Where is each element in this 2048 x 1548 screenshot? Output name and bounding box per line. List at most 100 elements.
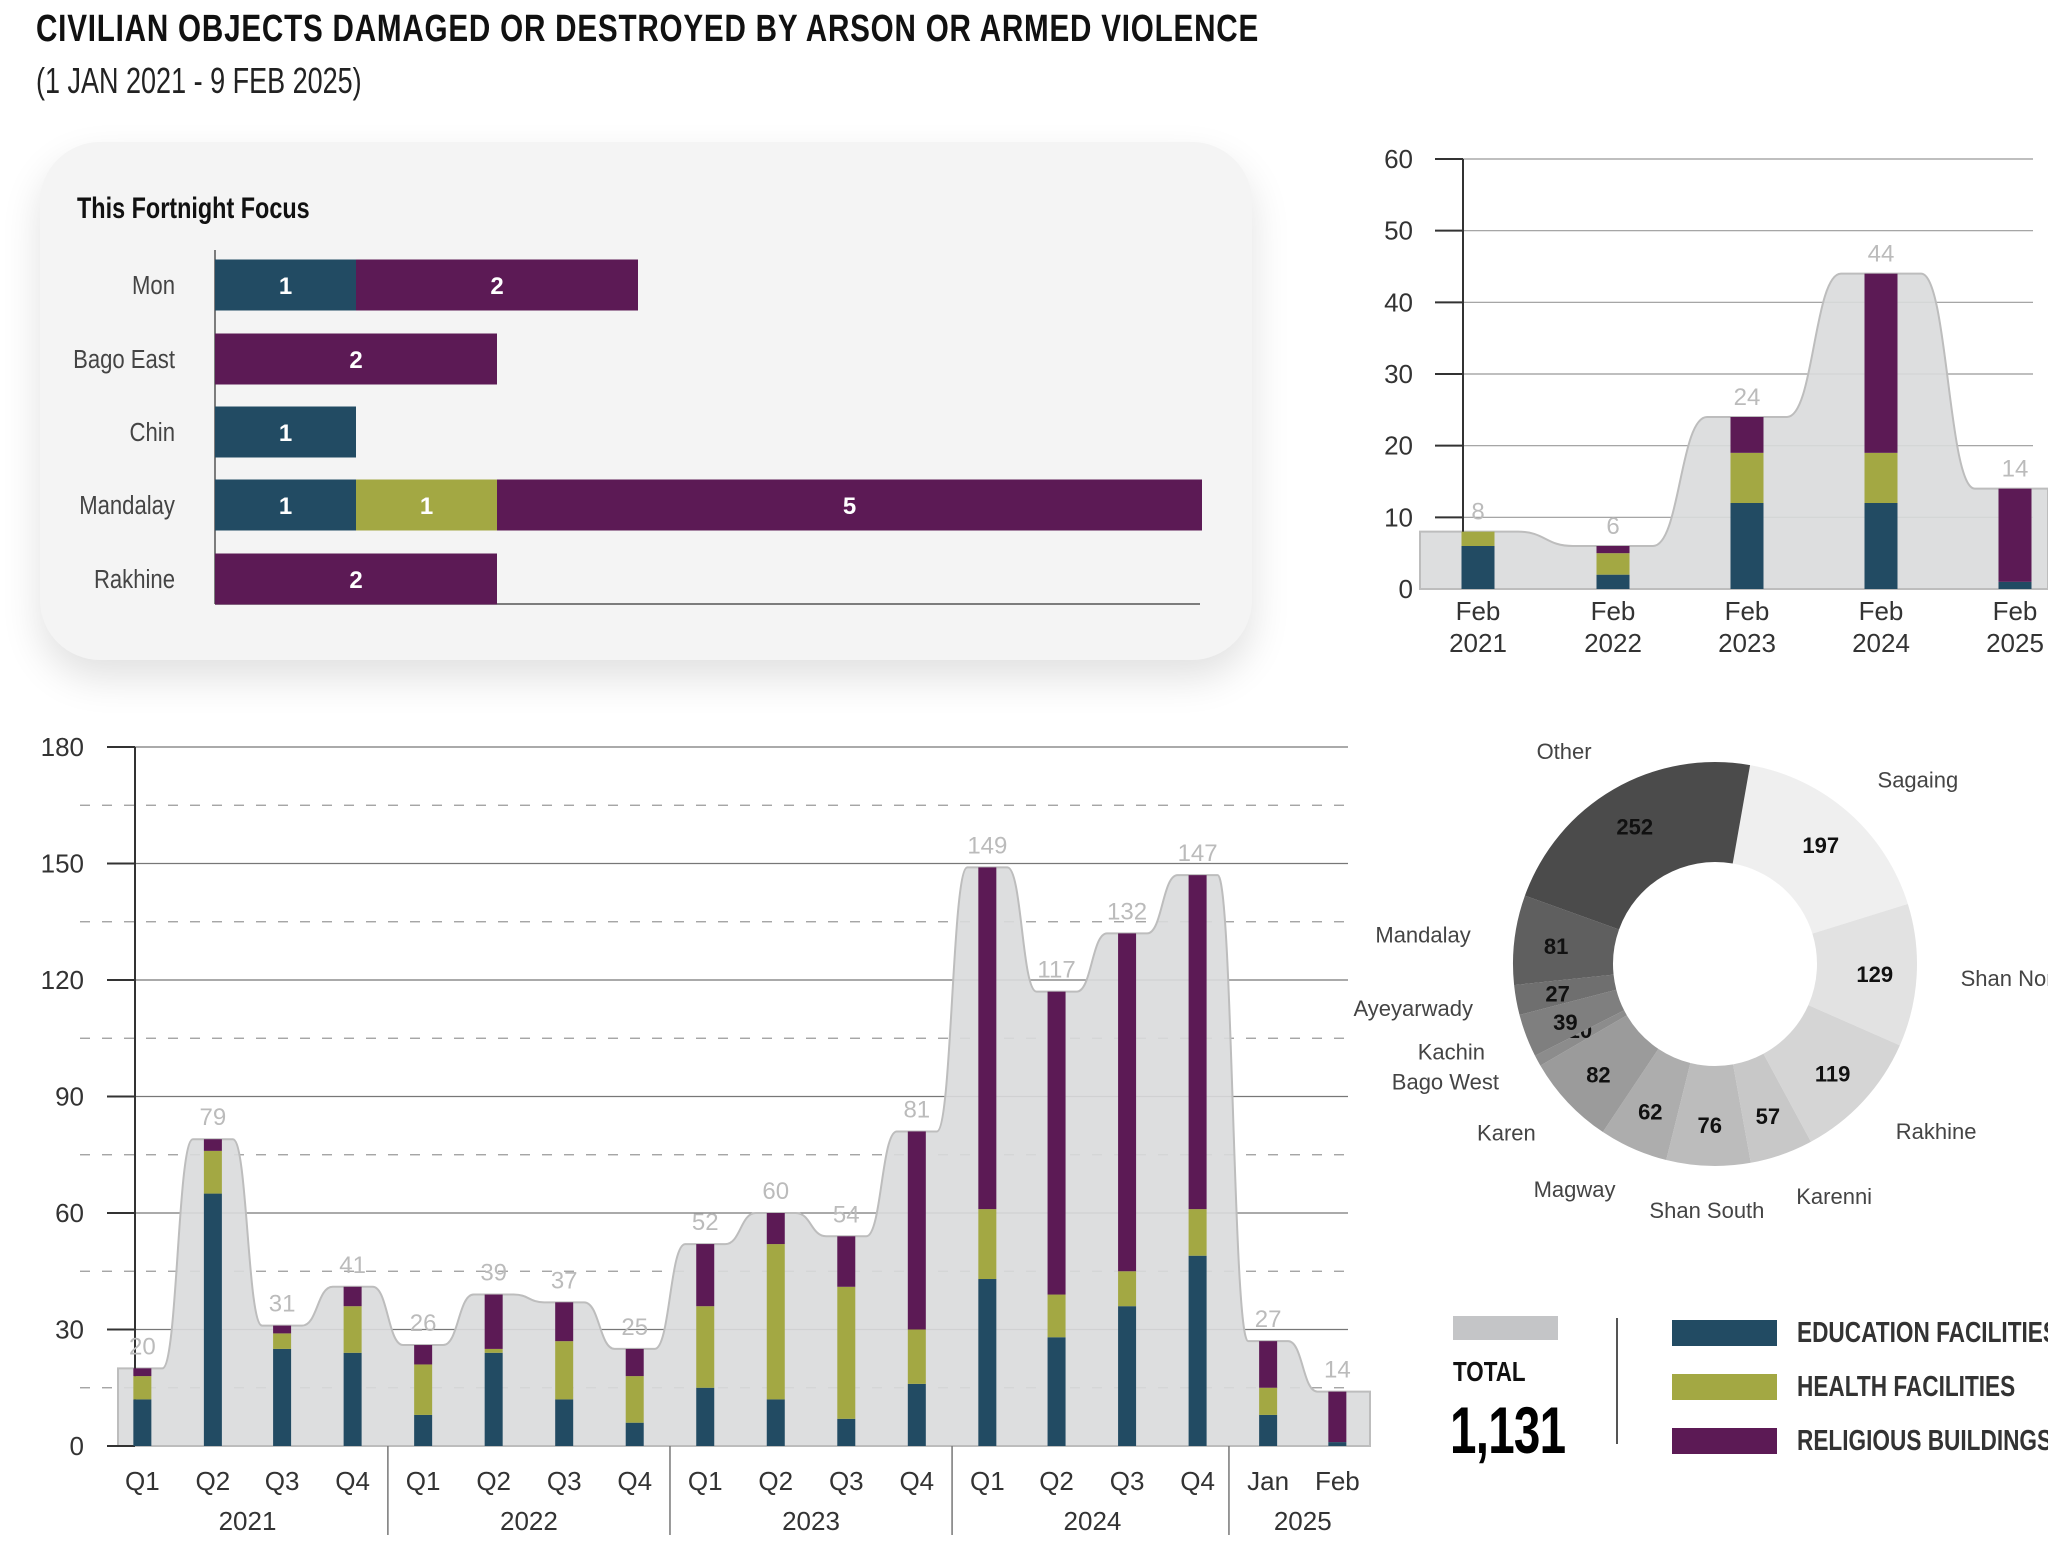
y-tick-label: 50 xyxy=(1384,216,1413,246)
donut-slice xyxy=(1513,895,1620,986)
x-tick-label: Q2 xyxy=(196,1466,231,1496)
bar-segment-health xyxy=(414,1364,433,1415)
focus-bar-religious xyxy=(497,479,1202,531)
total-label: 24 xyxy=(1734,384,1761,411)
bar-segment-education xyxy=(1118,1306,1137,1446)
x-tick-label: Q3 xyxy=(547,1466,582,1496)
bar-segment-religious xyxy=(1596,546,1630,554)
bar-segment-health xyxy=(1118,1271,1137,1307)
bar-segment-health xyxy=(625,1376,644,1423)
total-area xyxy=(117,866,1371,1447)
bar-segment-religious xyxy=(1118,933,1137,1272)
bar-segment-religious xyxy=(1730,417,1764,453)
bar-segment-education xyxy=(343,1352,362,1446)
total-label: 41 xyxy=(339,1252,366,1279)
donut-slice xyxy=(1540,1015,1659,1133)
x-tick-label: Q3 xyxy=(1110,1466,1145,1496)
focus-bar-label-religious: 5 xyxy=(843,493,856,520)
bar-segment-health xyxy=(273,1333,292,1349)
total-label: 39 xyxy=(480,1260,507,1287)
bar-segment-education xyxy=(1461,546,1495,589)
focus-bar-label-religious: 2 xyxy=(490,273,503,300)
y-tick-label: 30 xyxy=(55,1315,84,1345)
bar-segment-religious xyxy=(1259,1341,1278,1388)
bar-segment-education xyxy=(1047,1337,1066,1446)
total-label: 54 xyxy=(833,1201,860,1228)
bar-segment-education xyxy=(766,1399,785,1446)
focus-bar-education xyxy=(215,406,356,458)
bar-segment-health xyxy=(766,1244,785,1400)
bar-segment-health xyxy=(1864,452,1898,503)
donut-category-label: Shan North xyxy=(1961,966,2048,991)
x-tick-label: Q2 xyxy=(476,1466,511,1496)
bar-segment-education xyxy=(555,1399,574,1446)
y-tick-label: 120 xyxy=(41,965,84,995)
total-label: 14 xyxy=(2002,456,2029,483)
focus-category-label: Mon xyxy=(132,271,175,300)
bar-segment-religious xyxy=(1864,273,1898,453)
total-label: 26 xyxy=(410,1310,437,1337)
total-value: 1,131 xyxy=(1450,1393,1566,1467)
bar-segment-religious xyxy=(343,1286,362,1307)
bar-segment-education xyxy=(837,1418,856,1446)
donut-slice xyxy=(1763,1005,1900,1142)
bar-segment-health xyxy=(1596,553,1630,575)
y-tick-label: 0 xyxy=(70,1431,84,1461)
bar-segment-education xyxy=(484,1352,503,1446)
total-label: 79 xyxy=(200,1104,227,1131)
fortnight-focus-title: This Fortnight Focus xyxy=(77,192,310,225)
y-tick-label: 90 xyxy=(55,1082,84,1112)
donut-slice xyxy=(1514,974,1617,1015)
legend-item-health: HEALTH FACILITIES xyxy=(1672,1371,2048,1403)
donut-category-label: Mandalay xyxy=(1375,922,1470,947)
donut-value-label: 27 xyxy=(1545,982,1569,1007)
x-tick-label: 2021 xyxy=(1449,628,1507,658)
focus-category-label: Rakhine xyxy=(94,565,175,594)
bar-segment-health xyxy=(696,1306,715,1388)
y-tick-label: 180 xyxy=(41,732,84,762)
donut-value-label: 76 xyxy=(1697,1113,1721,1138)
bar-segment-religious xyxy=(696,1244,715,1307)
total-label: 14 xyxy=(1324,1357,1351,1384)
donut-value-label: 39 xyxy=(1553,1010,1577,1035)
total-label: 132 xyxy=(1107,898,1147,925)
focus-category-label: Mandalay xyxy=(79,491,175,520)
x-tick-label: 2022 xyxy=(1584,628,1642,658)
bar-segment-health xyxy=(343,1306,362,1353)
bar-segment-education xyxy=(1596,574,1630,589)
x-tick-label: Feb xyxy=(1725,596,1770,626)
total-label: 37 xyxy=(551,1267,578,1294)
x-tick-label: Q4 xyxy=(899,1466,934,1496)
donut-slice xyxy=(1666,1062,1751,1167)
bar-segment-education xyxy=(1328,1442,1347,1446)
focus-bar-education xyxy=(215,479,356,531)
x-tick-label: Feb xyxy=(1859,596,1904,626)
total-label: 60 xyxy=(762,1178,789,1205)
total-label: 149 xyxy=(967,832,1007,859)
bar-segment-education xyxy=(1864,503,1898,589)
donut-category-label: Magway xyxy=(1534,1177,1616,1202)
legend-item-religious: RELIGIOUS BUILDINGS xyxy=(1672,1424,2048,1457)
x-tick-label: Q2 xyxy=(758,1466,793,1496)
bar-segment-health xyxy=(484,1348,503,1353)
bar-segment-education xyxy=(978,1279,997,1446)
y-tick-label: 40 xyxy=(1384,287,1413,317)
x-group-label: 2022 xyxy=(500,1506,558,1536)
bar-segment-education xyxy=(1188,1255,1207,1446)
total-label: 25 xyxy=(621,1314,648,1341)
bar-segment-religious xyxy=(766,1213,785,1245)
bar-segment-health xyxy=(1188,1209,1207,1256)
bar-segment-religious xyxy=(414,1345,433,1365)
y-tick-label: 20 xyxy=(1384,431,1413,461)
total-label: 147 xyxy=(1178,840,1218,867)
total-label: 52 xyxy=(692,1209,719,1236)
focus-bar-label-education: 1 xyxy=(279,273,292,300)
x-group-label: 2021 xyxy=(219,1506,277,1536)
x-tick-label: Q1 xyxy=(970,1466,1005,1496)
legend-swatch-religious xyxy=(1672,1428,1777,1454)
legend-label-religious: RELIGIOUS BUILDINGS xyxy=(1797,1424,2048,1457)
bar-segment-health xyxy=(978,1209,997,1280)
x-tick-label: Q3 xyxy=(829,1466,864,1496)
bar-segment-education xyxy=(1730,503,1764,589)
